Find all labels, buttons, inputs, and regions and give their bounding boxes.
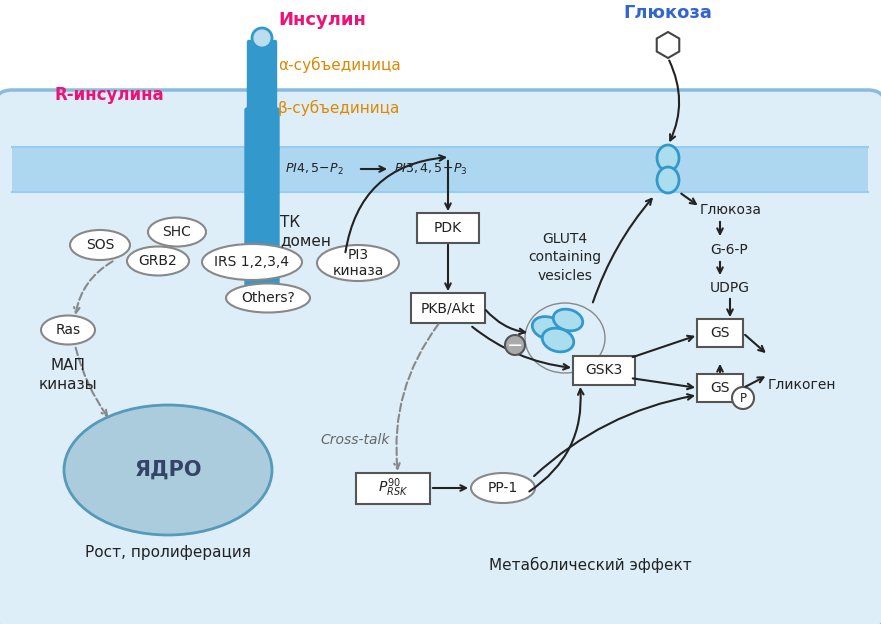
Circle shape [505,335,525,355]
Text: GLUT4
containing
vesicles: GLUT4 containing vesicles [529,232,602,283]
Text: Гликоген: Гликоген [768,378,836,392]
Circle shape [732,387,754,409]
FancyBboxPatch shape [697,374,743,402]
FancyBboxPatch shape [245,108,263,287]
Ellipse shape [148,218,206,246]
Text: R-инсулина: R-инсулина [55,86,165,104]
Text: IRS 1,2,3,4: IRS 1,2,3,4 [214,255,290,269]
FancyBboxPatch shape [573,356,635,384]
Text: Глюкоза: Глюкоза [624,4,713,22]
Text: GRB2: GRB2 [138,254,177,268]
Circle shape [252,28,272,48]
Text: α-субъединица: α-субъединица [278,57,401,73]
Ellipse shape [202,244,302,280]
Text: GSK3: GSK3 [585,363,623,377]
Text: PI3
киназа: PI3 киназа [332,248,384,278]
Ellipse shape [543,328,574,352]
Ellipse shape [127,246,189,276]
Text: ЯДРО: ЯДРО [134,460,202,480]
Text: GS: GS [710,381,729,395]
Ellipse shape [657,167,679,193]
Text: PKB/Akt: PKB/Akt [420,301,476,315]
Text: $PI4,5\!-\!P_2$: $PI4,5\!-\!P_2$ [285,162,344,177]
FancyBboxPatch shape [356,472,430,504]
FancyBboxPatch shape [263,41,277,154]
Ellipse shape [70,230,130,260]
Text: P: P [739,391,746,404]
Text: PDK: PDK [434,221,462,235]
Text: UDPG: UDPG [710,281,750,295]
Text: SOS: SOS [85,238,115,252]
Ellipse shape [41,316,95,344]
FancyBboxPatch shape [411,293,485,323]
Polygon shape [656,32,679,58]
FancyBboxPatch shape [261,108,279,287]
Text: $P^{90}_{RSK}$: $P^{90}_{RSK}$ [378,477,408,499]
Text: МАП
киназы: МАП киназы [39,358,97,392]
FancyBboxPatch shape [0,90,881,624]
Ellipse shape [532,316,564,339]
Ellipse shape [64,405,272,535]
Text: Рост, пролиферация: Рост, пролиферация [85,545,251,560]
Text: Метаболический эффект: Метаболический эффект [489,557,692,573]
Text: G-6-P: G-6-P [710,243,748,257]
Text: Others?: Others? [241,291,295,305]
Ellipse shape [657,145,679,171]
Text: ТК
домен: ТК домен [280,215,331,248]
Ellipse shape [553,309,582,331]
Ellipse shape [471,473,535,503]
FancyBboxPatch shape [248,41,262,154]
Text: $PI3,4,5\!-\!P_3$: $PI3,4,5\!-\!P_3$ [394,162,468,177]
Ellipse shape [226,283,310,313]
Text: β-субъединица: β-субъединица [278,100,400,116]
Text: −: − [507,336,523,354]
Bar [12,147,868,192]
Text: Ras: Ras [56,323,80,337]
Text: SHC: SHC [163,225,191,239]
FancyBboxPatch shape [417,213,479,243]
Text: PP-1: PP-1 [488,481,518,495]
Text: Cross-talk: Cross-talk [321,433,389,447]
Text: GS: GS [710,326,729,340]
Text: Глюкоза: Глюкоза [700,203,762,217]
Ellipse shape [317,245,399,281]
Text: Инсулин: Инсулин [278,11,366,29]
FancyBboxPatch shape [697,319,743,347]
